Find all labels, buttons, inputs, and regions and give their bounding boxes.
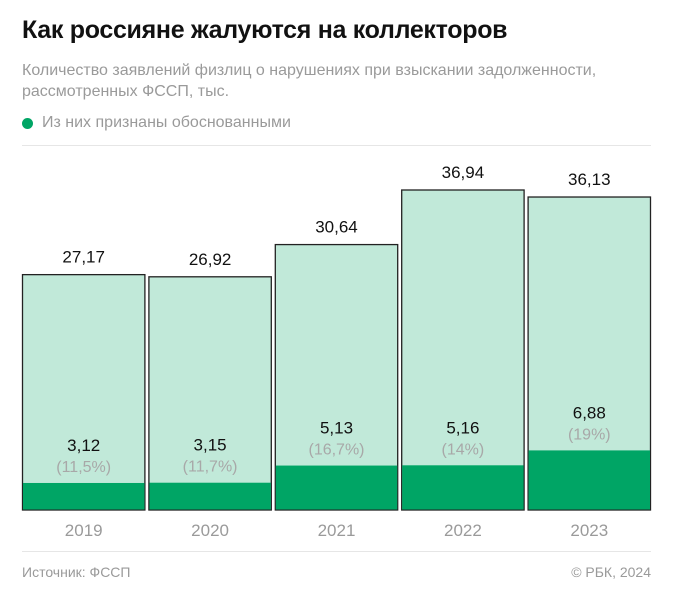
legend: Из них признаны обоснованными [22, 114, 291, 132]
bar-justified [23, 482, 145, 510]
top-divider [22, 145, 651, 146]
total-label: 30,64 [315, 218, 358, 237]
bottom-divider [22, 551, 651, 552]
copyright: © РБК, 2024 [571, 564, 651, 580]
bar-total [401, 189, 525, 511]
x-tick-label: 2023 [570, 521, 608, 540]
bar-total [21, 273, 146, 511]
x-tick-label: 2020 [191, 521, 229, 540]
justified-label: 5,16 [446, 418, 479, 437]
share-label: (16,7%) [308, 442, 364, 459]
bar-justified [275, 465, 398, 510]
share-label: (14%) [442, 441, 485, 458]
chart-title: Как россияне жалуются на коллекторов [22, 16, 508, 44]
bar-justified [402, 465, 524, 510]
justified-label: 3,15 [194, 436, 227, 455]
bar-justified [149, 482, 271, 510]
justified-label: 6,88 [573, 403, 606, 422]
chart-subtitle: Количество заявлений физлиц о нарушениях… [22, 62, 597, 100]
bar-justified [528, 450, 650, 510]
justified-label: 3,12 [67, 436, 100, 455]
legend-label: Из них признаны обоснованными [42, 114, 291, 131]
total-label: 27,17 [62, 248, 105, 267]
source: Источник: ФССП [22, 564, 131, 580]
share-label: (11,5%) [56, 459, 111, 476]
bar-chart: 27,17 3,12 (11,5%) 2019 26,92 3,15 (11,7%) 2020… [21, 163, 652, 540]
total-label: 26,92 [189, 250, 232, 269]
total-label: 36,13 [568, 170, 611, 189]
total-label: 36,94 [442, 163, 485, 182]
share-label: (11,7%) [183, 459, 238, 476]
x-tick-label: 2022 [444, 521, 482, 540]
x-tick-label: 2021 [318, 521, 356, 540]
bar-total [148, 276, 272, 511]
x-tick-label: 2019 [65, 521, 103, 540]
legend-dot-icon [22, 117, 33, 129]
justified-label: 5,13 [320, 419, 353, 438]
share-label: (19%) [568, 426, 611, 443]
